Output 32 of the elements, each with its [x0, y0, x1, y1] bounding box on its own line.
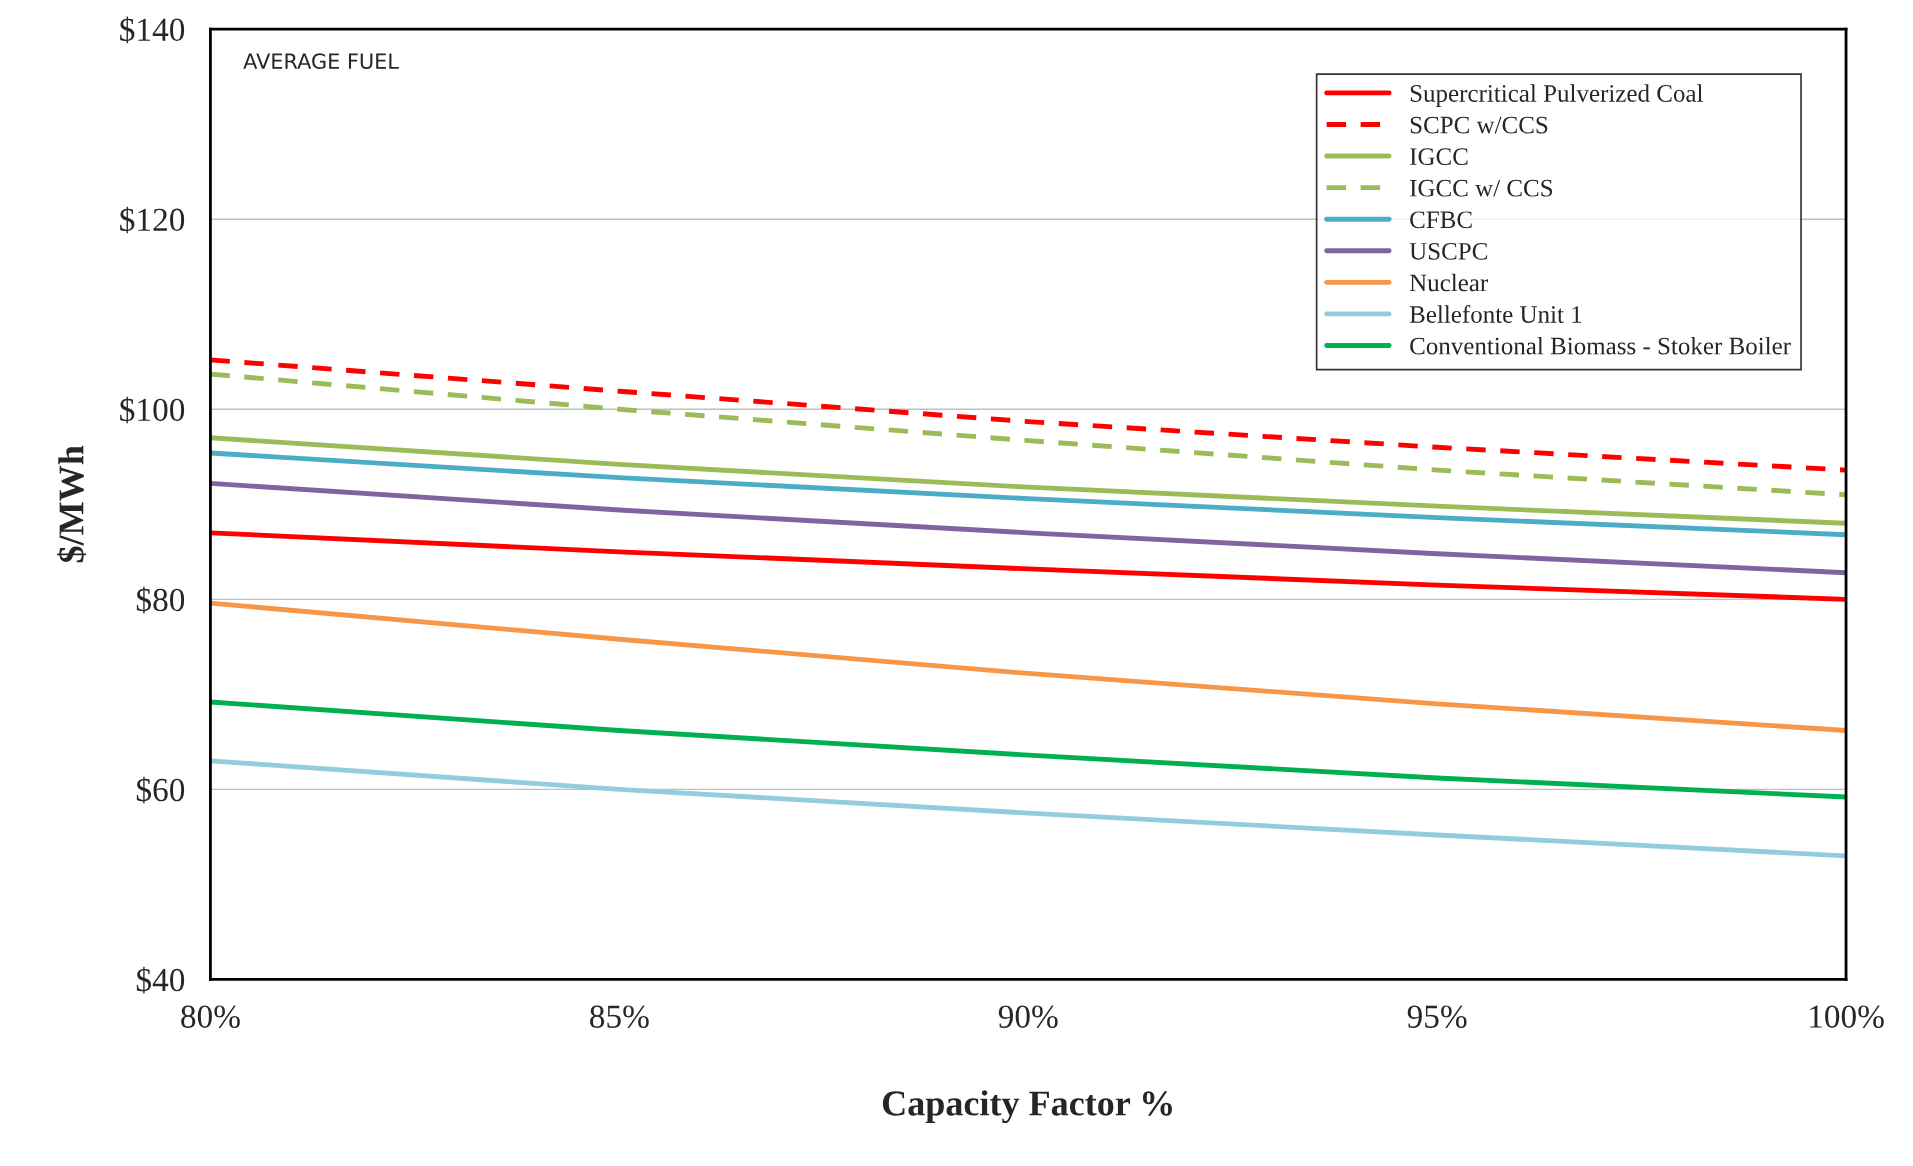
annotation: AVERAGE FUEL	[243, 53, 399, 70]
x-tick-label: 80%	[181, 1005, 240, 1029]
y-tick-label: $40	[136, 966, 185, 994]
legend-label: Conventional Biomass - Stoker Boiler	[1410, 336, 1791, 355]
line-series	[210, 371, 1847, 498]
legend-label: IGCC	[1410, 148, 1468, 166]
x-axis-title: Capacity Factor %	[882, 1090, 1172, 1124]
y-tick-label: $120	[120, 206, 185, 234]
legend-label: Supercritical Pulverized Coal	[1410, 84, 1703, 107]
line-series	[210, 357, 1847, 473]
line-series	[210, 699, 1847, 800]
y-tick-label: $60	[136, 776, 185, 804]
legend-label: CFBC	[1410, 211, 1472, 229]
line-series	[210, 480, 1847, 576]
legend-label: IGCC w/ CCS	[1410, 179, 1553, 197]
x-tick-label: 90%	[998, 1005, 1058, 1029]
x-tick-label: 95%	[1407, 1005, 1467, 1029]
x-tick-label: 100%	[1810, 1005, 1884, 1029]
line-series	[210, 435, 1847, 526]
legend-label: Nuclear	[1409, 273, 1489, 292]
y-tick-label: $140	[120, 16, 185, 44]
line-series	[210, 758, 1847, 859]
y-tick-label: $100	[120, 396, 185, 424]
y-tick-label: $80	[136, 586, 185, 614]
legend-label: USCPC	[1409, 242, 1487, 260]
line-series	[210, 450, 1847, 538]
x-tick-label: 85%	[590, 1005, 649, 1029]
legend-label: Bellefonte Unit 1	[1409, 305, 1582, 323]
line-series	[210, 530, 1847, 602]
line-series	[210, 600, 1847, 733]
legend-label: SCPC w/CCS	[1410, 116, 1548, 134]
y-axis-title: $/MWh	[57, 445, 87, 563]
